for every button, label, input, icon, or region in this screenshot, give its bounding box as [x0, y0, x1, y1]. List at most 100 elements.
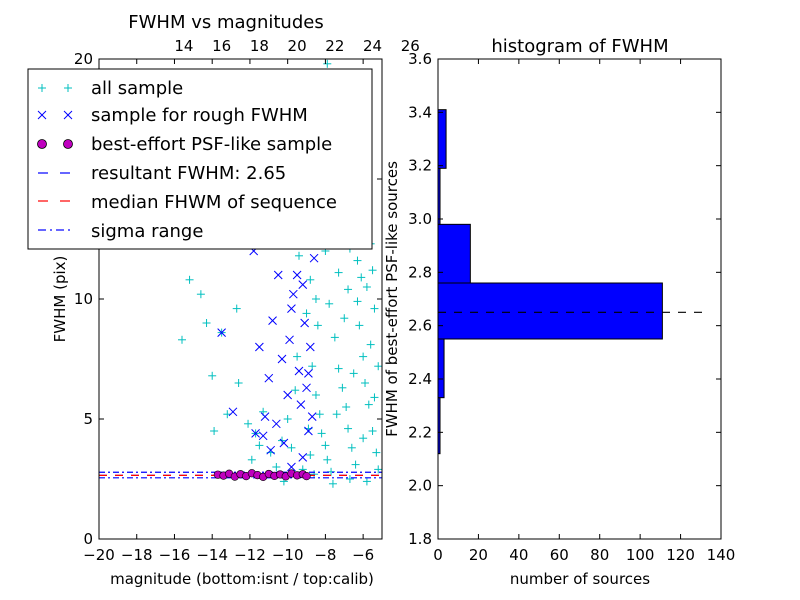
rough-fwhm-point	[298, 453, 308, 462]
rough-fwhm-point	[292, 270, 302, 280]
all-sample-point	[353, 297, 362, 306]
all-sample-point	[306, 275, 315, 284]
top-x-tick-label: 18	[250, 37, 269, 55]
all-sample-point	[234, 379, 243, 387]
legend-item-sigma-range: sigma range	[38, 221, 203, 242]
rough-fwhm-point	[264, 373, 274, 383]
all-sample-point	[210, 427, 219, 435]
legend-label: best-effort PSF-like sample	[91, 134, 332, 155]
all-sample-point	[342, 403, 351, 411]
all-sample-point	[291, 386, 300, 395]
top-x-tick-label: 20	[288, 37, 307, 55]
all-sample-point	[294, 251, 303, 260]
all-sample-point	[272, 463, 281, 471]
legend-x-marker-icon	[37, 110, 73, 120]
x-stroke-b	[300, 318, 310, 328]
x-stroke-b	[273, 270, 283, 280]
x-stroke-b	[292, 270, 302, 280]
x-stroke-b	[251, 429, 260, 438]
all-sample-point	[355, 321, 364, 330]
rough-fwhm-point	[304, 369, 313, 378]
right-tick-marks: 0 20 40 60 80 100 120 140 1.8 2.0 2.2 2.4 2.6 2.8 3.0 3…	[408, 50, 735, 564]
rough-fwhm-point	[300, 318, 310, 328]
all-sample-point	[313, 321, 322, 330]
all-sample-point	[311, 295, 320, 303]
rough-fwhm-point	[251, 429, 260, 438]
x-stroke-b	[287, 304, 296, 313]
left-chart-title: FWHM vs magnitudes	[128, 12, 323, 33]
y-tick-label: 2.2	[408, 423, 432, 441]
right-chart-title: histogram of FWHM	[491, 36, 668, 57]
all-sample-point	[315, 410, 324, 419]
x-stroke-b	[271, 419, 281, 429]
y-tick-label: 20	[74, 50, 93, 68]
y-tick-label: 10	[74, 290, 93, 308]
all-sample-point	[368, 266, 377, 275]
left-chart-panel: −20 −18 −16 −14 −12 −10 −8 −6 14 16 18 20 22 24 26 0 5 10…	[27, 12, 420, 588]
all-sample-point	[247, 455, 256, 464]
rough-fwhm-point	[285, 335, 294, 345]
rough-fwhm-point	[309, 253, 319, 263]
x-stroke-b	[307, 412, 317, 421]
all-sample-point	[345, 475, 354, 483]
legend-label: all sample	[91, 78, 183, 99]
x-tick-label: 80	[590, 546, 609, 564]
x-tick-label: 100	[626, 546, 655, 564]
rough-fwhm-point	[277, 354, 287, 364]
all-sample-point	[344, 285, 353, 294]
x-stroke-b	[264, 373, 274, 383]
x-stroke-b	[283, 390, 293, 400]
all-sample-point	[232, 304, 241, 313]
all-sample-point	[353, 256, 362, 265]
rough-fwhm-point	[228, 407, 238, 417]
rough-fwhm-point	[283, 390, 293, 400]
x-tick-label: −6	[352, 546, 374, 564]
x-stroke-b	[279, 438, 289, 448]
all-sample-point	[361, 379, 370, 387]
all-sample-point	[321, 441, 330, 450]
all-sample-point	[368, 427, 377, 435]
rough-fwhm-point	[255, 342, 264, 352]
rough-fwhm-point	[268, 316, 277, 325]
x-tick-label: −20	[83, 546, 115, 564]
x-stroke-b	[268, 316, 277, 325]
x-tick-label: −8	[314, 546, 336, 564]
legend-item-resultant-fwhm: resultant FWHM: 2.65	[38, 163, 286, 184]
x-stroke-b	[298, 453, 308, 462]
x-tick-label: −18	[121, 546, 153, 564]
left-plot-data	[99, 59, 383, 488]
all-sample-point	[178, 335, 187, 344]
histogram-bar	[437, 338, 445, 399]
all-sample-point	[323, 455, 332, 464]
x-stroke-b	[228, 407, 238, 417]
rough-fwhm-point	[266, 445, 276, 455]
rough-fwhm-point	[287, 462, 296, 472]
all-sample-point	[328, 479, 337, 488]
right-x-axis-label: number of sources	[510, 570, 650, 588]
legend-item-all-sample: all sample	[38, 78, 183, 99]
all-sample-point	[362, 283, 371, 291]
x-stroke-b	[260, 412, 270, 421]
rough-fwhm-point	[288, 289, 298, 299]
y-tick-label: 2.8	[408, 263, 432, 281]
right-plot-data	[437, 109, 709, 455]
all-sample-point	[287, 443, 296, 452]
histogram-bar	[437, 223, 471, 284]
all-sample-point	[372, 448, 381, 457]
all-sample-point	[374, 465, 383, 474]
all-sample-point	[347, 443, 356, 452]
rough-fwhm-point	[287, 304, 296, 313]
x-stroke-b	[296, 400, 306, 409]
right-y-axis-label: FWHM of best-effort PSF-like sources	[383, 161, 401, 437]
x-stroke-b	[287, 462, 296, 472]
all-sample-point	[330, 333, 339, 342]
top-x-tick-label: 24	[363, 37, 382, 55]
all-sample-point	[185, 275, 194, 284]
top-x-tick-label: 22	[325, 37, 344, 55]
all-sample-point	[349, 369, 358, 378]
y-tick-label: 5	[83, 410, 93, 428]
all-sample-point	[357, 273, 366, 282]
legend-item-psf-sample: best-effort PSF-like sample	[37, 134, 332, 155]
x-tick-label: −14	[196, 546, 228, 564]
all-sample-point	[308, 362, 317, 371]
